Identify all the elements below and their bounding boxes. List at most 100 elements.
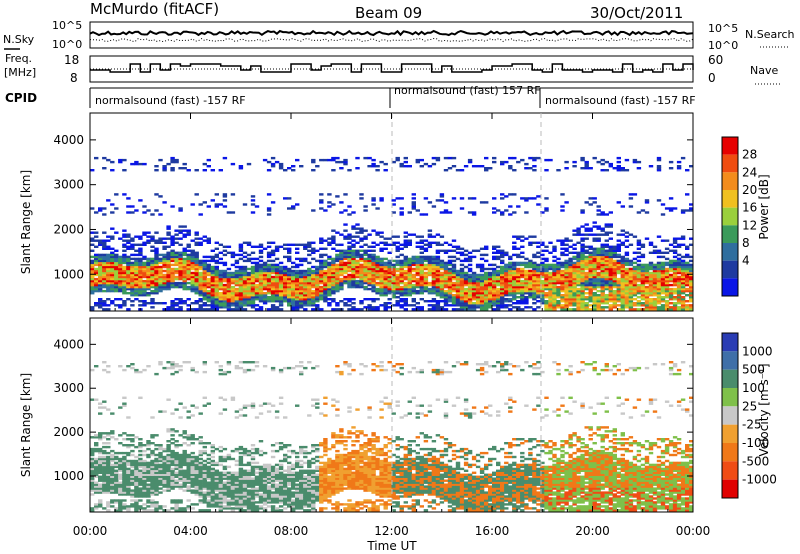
power-cell xyxy=(516,308,521,311)
power-cell xyxy=(198,283,203,287)
power-cell xyxy=(327,273,332,277)
power-cell xyxy=(162,277,167,281)
power-cell xyxy=(632,269,638,273)
power-cell xyxy=(158,285,163,289)
velocity-cell xyxy=(142,463,147,467)
power-cell xyxy=(560,251,565,254)
power-cell xyxy=(90,239,95,242)
power-cell xyxy=(644,306,650,309)
power-cell xyxy=(540,263,545,267)
power-cell xyxy=(323,287,328,291)
power-cell xyxy=(568,259,573,263)
power-cell xyxy=(102,275,107,279)
power-cell xyxy=(166,253,171,257)
power-cell xyxy=(403,300,408,303)
power-cell xyxy=(154,267,159,271)
power-cell xyxy=(146,292,151,295)
velocity-cell xyxy=(150,416,155,419)
velocity-cell xyxy=(142,489,147,492)
power-cell xyxy=(516,263,521,267)
power-cell xyxy=(580,243,585,246)
power-cell xyxy=(435,255,441,259)
power-cell xyxy=(568,289,573,293)
power-cell xyxy=(572,251,577,254)
power-cell xyxy=(391,199,396,202)
velocity-cell xyxy=(142,483,147,486)
velocity-cell xyxy=(174,465,179,469)
power-cell xyxy=(254,308,260,311)
power-cell xyxy=(178,283,183,287)
power-cell xyxy=(254,257,260,261)
power-cell xyxy=(343,249,348,252)
velocity-cell xyxy=(166,361,171,364)
power-cell xyxy=(150,298,155,301)
velocity-cell xyxy=(90,509,95,512)
power-cell xyxy=(126,277,131,281)
velocity-cell xyxy=(146,477,151,480)
power-cell xyxy=(134,265,139,269)
power-cell xyxy=(246,281,252,285)
power-cell xyxy=(676,285,682,289)
power-cell xyxy=(98,265,103,269)
power-cell xyxy=(335,253,340,257)
power-cell xyxy=(198,298,203,301)
power-cell xyxy=(218,283,223,287)
power-cell xyxy=(371,283,376,287)
power-cell xyxy=(242,294,248,297)
power-cell xyxy=(170,259,175,263)
velocity-cell xyxy=(170,467,175,471)
power-cell xyxy=(500,279,505,283)
power-cell xyxy=(689,277,694,281)
power-cell xyxy=(488,273,493,277)
power-cell xyxy=(226,308,232,311)
power-cell xyxy=(564,273,569,277)
power-cell xyxy=(592,201,597,204)
power-cell xyxy=(576,304,581,307)
power-cell xyxy=(242,279,248,283)
power-cell xyxy=(242,265,248,269)
power-cell xyxy=(174,257,179,261)
power-cell xyxy=(484,201,489,204)
power-cell xyxy=(685,287,690,291)
power-cell xyxy=(234,304,240,307)
power-cell xyxy=(391,211,396,214)
power-cell xyxy=(471,306,477,309)
power-cell xyxy=(600,227,605,230)
power-cell xyxy=(616,239,621,242)
power-cell xyxy=(592,267,597,271)
velocity-cell xyxy=(166,465,171,469)
power-cell xyxy=(166,233,171,236)
velocity-cell xyxy=(162,473,167,476)
power-cell xyxy=(158,195,163,198)
power-cell xyxy=(206,269,211,273)
power-cell xyxy=(387,271,392,275)
power-cell xyxy=(415,160,420,164)
power-cell xyxy=(488,298,493,301)
power-cell xyxy=(536,275,541,279)
power-cell xyxy=(592,221,597,224)
power-cell xyxy=(680,263,686,267)
power-cell xyxy=(110,289,115,293)
power-cell xyxy=(660,269,666,273)
power-cell xyxy=(210,302,215,305)
power-cell xyxy=(166,255,171,259)
power-cell xyxy=(379,277,384,281)
power-cell xyxy=(270,283,276,287)
velocity-cell xyxy=(158,361,163,364)
power-cell xyxy=(528,296,533,299)
power-cell xyxy=(592,271,597,275)
velocity-cell xyxy=(134,509,139,512)
power-cell xyxy=(411,292,416,295)
power-cell xyxy=(592,249,597,252)
power-cell xyxy=(680,255,686,259)
velocity-cell xyxy=(118,469,123,472)
power-cell xyxy=(435,306,441,309)
power-cell xyxy=(186,229,191,232)
power-cell xyxy=(680,292,686,295)
power-cell xyxy=(222,156,228,160)
power-cell xyxy=(162,237,167,240)
power-cell xyxy=(492,257,497,261)
power-cell xyxy=(443,263,449,267)
power-cell xyxy=(560,298,565,301)
power-cell xyxy=(584,271,589,275)
